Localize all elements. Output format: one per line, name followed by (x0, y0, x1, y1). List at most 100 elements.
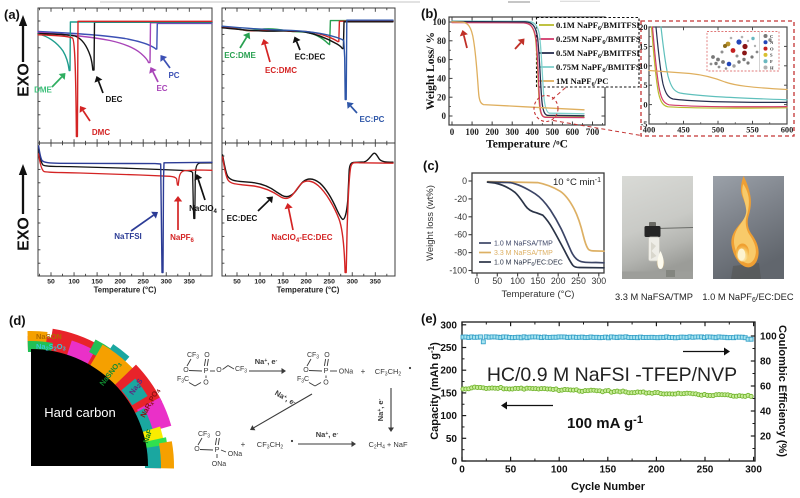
svg-text:(a): (a) (4, 7, 20, 22)
svg-text:550: 550 (746, 126, 759, 135)
svg-text:300: 300 (745, 465, 762, 476)
svg-text:P: P (323, 366, 328, 375)
svg-text:ONa: ONa (212, 461, 227, 468)
svg-text:100: 100 (551, 465, 568, 476)
svg-text:N: N (770, 40, 774, 45)
svg-text:300: 300 (591, 276, 606, 286)
svg-text:200: 200 (440, 366, 457, 377)
svg-text:250: 250 (138, 279, 150, 286)
svg-text:200: 200 (300, 279, 312, 286)
svg-text:600: 600 (781, 126, 794, 135)
svg-text:0: 0 (459, 465, 465, 476)
svg-text:(e): (e) (421, 311, 437, 326)
svg-text:Na+, e-: Na+, e- (255, 357, 278, 366)
svg-text:250: 250 (571, 276, 586, 286)
svg-text:CF3: CF3 (307, 352, 319, 361)
svg-text:40: 40 (437, 74, 447, 84)
svg-text:100: 100 (254, 279, 266, 286)
svg-text:0.1M NaPF6/BMITFSI: 0.1M NaPF6/BMITFSI (556, 20, 640, 32)
svg-text:H: H (770, 65, 774, 70)
svg-text:EC:DEC: EC:DEC (227, 214, 258, 223)
svg-text:450: 450 (677, 126, 690, 135)
svg-text:100: 100 (465, 127, 479, 137)
svg-text:10 °C min-1: 10 °C min-1 (553, 177, 601, 188)
svg-text:0: 0 (462, 176, 467, 186)
svg-text:150: 150 (440, 388, 457, 399)
svg-text:O: O (323, 380, 329, 387)
svg-text:250: 250 (324, 279, 336, 286)
svg-text:50: 50 (492, 276, 502, 286)
svg-text:NaTFSI: NaTFSI (114, 232, 142, 241)
svg-text:O: O (770, 46, 774, 51)
svg-text:50: 50 (47, 279, 55, 286)
svg-text:60: 60 (760, 382, 772, 393)
svg-text:100 mA g-1: 100 mA g-1 (567, 414, 643, 432)
svg-text:-60: -60 (454, 230, 467, 240)
svg-text:50: 50 (505, 465, 517, 476)
svg-text:1.0 M NaPF6/EC:DEC: 1.0 M NaPF6/EC:DEC (702, 292, 794, 304)
svg-text:Temperature (°C): Temperature (°C) (94, 286, 157, 295)
svg-text:0: 0 (450, 127, 455, 137)
svg-text:F3C: F3C (177, 376, 189, 385)
svg-text:50: 50 (446, 434, 458, 445)
svg-text:Temperature /oC: Temperature /oC (486, 139, 568, 151)
svg-text:CF3CH2: CF3CH2 (375, 367, 402, 378)
svg-text:150: 150 (277, 279, 289, 286)
svg-text:Na2S2O3: Na2S2O3 (36, 342, 66, 353)
svg-text:(d): (d) (9, 313, 26, 328)
svg-text:1M NaPF6/PC: 1M NaPF6/PC (556, 76, 608, 88)
svg-text:300: 300 (505, 127, 519, 137)
svg-text:DME: DME (34, 86, 52, 95)
svg-text:0.25M NaPF6/BMITFSI: 0.25M NaPF6/BMITFSI (556, 34, 645, 46)
svg-text:500: 500 (546, 127, 560, 137)
svg-text:Cycle Number: Cycle Number (571, 481, 646, 493)
svg-text:+: + (241, 440, 246, 449)
svg-text:60: 60 (437, 55, 447, 65)
svg-text:0: 0 (475, 276, 480, 286)
svg-text:Na+, e-: Na+, e- (376, 398, 385, 421)
svg-text:DEC: DEC (106, 95, 123, 104)
svg-text:100: 100 (510, 276, 525, 286)
svg-text:20: 20 (437, 92, 447, 102)
svg-text:80: 80 (760, 357, 772, 368)
svg-text:5: 5 (643, 81, 647, 90)
svg-text:500: 500 (712, 126, 725, 135)
svg-text:ONa: ONa (228, 451, 243, 458)
svg-text:Coulombic Efficiency (%): Coulombic Efficiency (%) (776, 325, 788, 457)
svg-text:O: O (203, 380, 209, 387)
svg-text:1.0 M NaPF6/EC:DEC: 1.0 M NaPF6/EC:DEC (494, 260, 563, 269)
svg-text:EXO: EXO (16, 63, 33, 97)
svg-text:300: 300 (161, 279, 173, 286)
svg-text:CF3CH2: CF3CH2 (257, 440, 284, 451)
svg-text:F3C: F3C (297, 376, 309, 385)
svg-text:50: 50 (233, 279, 241, 286)
svg-text:P: P (203, 366, 208, 375)
svg-text:Temperature (°C): Temperature (°C) (502, 289, 575, 300)
svg-text:-100: -100 (449, 266, 467, 276)
svg-text:20: 20 (760, 432, 772, 443)
svg-text:PC: PC (168, 71, 179, 80)
svg-text:Na+, e-: Na+, e- (273, 388, 297, 407)
svg-text:1.0 M NaFSA/TMP: 1.0 M NaFSA/TMP (494, 241, 553, 248)
svg-text:80: 80 (437, 36, 447, 46)
svg-text:CF3: CF3 (198, 431, 210, 440)
svg-text:15: 15 (639, 42, 647, 51)
svg-text:-5: -5 (641, 120, 648, 129)
svg-text:350: 350 (184, 279, 196, 286)
svg-text:-80: -80 (454, 248, 467, 258)
svg-text:EC:DMC: EC:DMC (265, 66, 297, 75)
svg-text:CF3: CF3 (235, 366, 247, 375)
svg-text:NaF: NaF (141, 428, 154, 445)
svg-text:0: 0 (643, 101, 647, 110)
svg-text:Na+, e-: Na+, e- (316, 430, 339, 439)
svg-text:O: O (324, 352, 330, 359)
svg-text:200: 200 (114, 279, 126, 286)
svg-text:10: 10 (639, 62, 647, 71)
svg-text:C: C (770, 34, 773, 39)
svg-text:0.5M NaPF6/BMITFSI: 0.5M NaPF6/BMITFSI (556, 48, 640, 60)
svg-text:O: O (216, 367, 222, 374)
svg-text:Hard carbon: Hard carbon (44, 405, 116, 420)
svg-text:150: 150 (531, 276, 546, 286)
svg-text:250: 250 (440, 343, 457, 354)
svg-text:EXO: EXO (16, 217, 33, 251)
